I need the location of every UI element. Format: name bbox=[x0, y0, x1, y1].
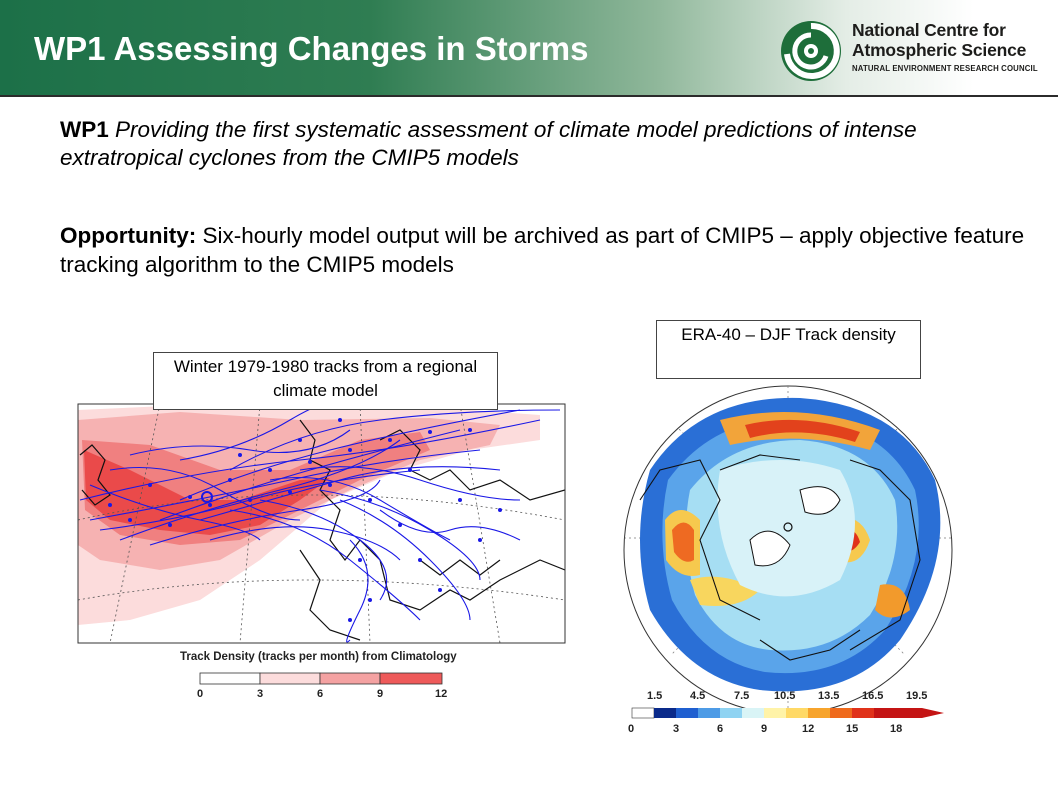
ncas-swirl-icon bbox=[781, 21, 841, 81]
opportunity-text: Six-hourly model output will be archived… bbox=[60, 223, 1025, 277]
logo-line-3: NATURAL ENVIRONMENT RESEARCH COUNCIL bbox=[852, 64, 1038, 73]
header-divider bbox=[0, 95, 1058, 97]
left-tick-9: 9 bbox=[377, 688, 384, 700]
right-colorbar-top-ticks: 1.5 4.5 7.5 10.5 13.5 16.5 19.5 bbox=[647, 690, 928, 702]
slide-title: WP1 Assessing Changes in Storms bbox=[34, 30, 589, 67]
wp1-paragraph: WP1 Providing the first systematic asses… bbox=[60, 116, 1020, 172]
wp1-label: WP1 bbox=[60, 117, 109, 142]
left-colorbar-ticks: 0 3 6 9 12 bbox=[0, 688, 1058, 704]
ncas-logo: National Centre for Atmospheric Science … bbox=[778, 18, 1058, 84]
era40-polar-map bbox=[623, 385, 953, 715]
logo-line-1: National Centre for bbox=[852, 20, 1006, 40]
wp1-text: Providing the first systematic assessmen… bbox=[60, 117, 917, 170]
left-tick-3: 3 bbox=[257, 688, 264, 700]
left-tick-12: 12 bbox=[435, 688, 448, 700]
left-colorbar-title: Track Density (tracks per month) from Cl… bbox=[180, 651, 457, 663]
left-colorbar bbox=[199, 672, 443, 685]
opportunity-label: Opportunity: bbox=[60, 223, 197, 248]
right-figure-caption: ERA-40 – DJF Track density bbox=[656, 320, 921, 379]
left-figure-caption: Winter 1979-1980 tracks from a regional … bbox=[153, 352, 498, 410]
header-bar bbox=[0, 0, 1058, 96]
right-colorbar-bottom-ticks: 0 3 6 9 12 15 18 bbox=[628, 723, 903, 735]
opportunity-paragraph: Opportunity: Six-hourly model output wil… bbox=[60, 221, 1040, 279]
left-tick-6: 6 bbox=[317, 688, 324, 700]
logo-line-2: Atmospheric Science bbox=[852, 40, 1027, 60]
left-tick-0: 0 bbox=[197, 688, 204, 700]
right-colorbar bbox=[631, 707, 944, 719]
